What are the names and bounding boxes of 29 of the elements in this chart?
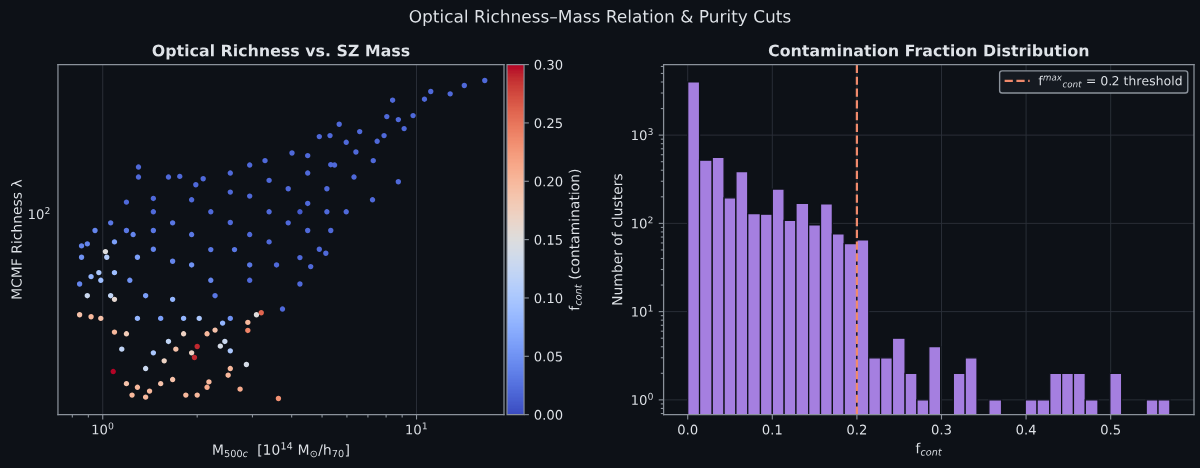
x-tick-label: 0.1 [762, 424, 782, 435]
y-axis-title: Number of clusters [611, 174, 623, 305]
legend-label: f$^{max}$$_{cont}$ = 0.2 threshold [1038, 75, 1182, 88]
y-tick-label: 10$^{1}$ [632, 304, 653, 317]
color-bar-label: 0.25 [534, 118, 562, 129]
y-tick-label: 10$^{0}$ [632, 392, 653, 405]
y-tick-label: 10$^{2}$ [632, 216, 653, 229]
x-tick-label: 10$^{0}$ [92, 422, 114, 435]
x-tick-label: 0.5 [1101, 424, 1121, 435]
text: 10$^{2}$ [29, 207, 50, 220]
chart-title: Contamination Fraction Distribution [768, 44, 1089, 57]
x-tick-label: 10$^{1}$ [406, 422, 427, 435]
y-axis-title: MCMF Richness λ [11, 179, 22, 299]
color-bar-label: 0.05 [534, 351, 562, 362]
color-bar-label: 0.20 [534, 176, 563, 187]
text: M$_{500c}$ [10$^{14}$ M$_{⊙}$/h$_{70}$] [213, 442, 349, 458]
x-tick-label: 0.2 [847, 424, 867, 435]
y-tick-label: 10$^{3}$ [632, 128, 653, 141]
x-axis-title: f$_{cont}$ [915, 442, 942, 456]
color-bar-label: 0.00 [534, 409, 563, 420]
chart-title: Optical Richness vs. SZ Mass [152, 44, 410, 60]
color-bar-label: 0.30 [534, 59, 563, 70]
color-bar-label: 0.10 [534, 293, 563, 304]
color-bar-title: f$_{cont}$ (contamination) [568, 169, 582, 311]
x-tick-label: 0.3 [931, 424, 951, 435]
x-tick-label: 0.4 [1016, 424, 1036, 435]
color-bar-label: 0.15 [534, 234, 562, 245]
x-tick-label: 0.0 [678, 424, 698, 435]
text: Optical Richness–Mass Relation & Purity Cuts [409, 9, 791, 26]
